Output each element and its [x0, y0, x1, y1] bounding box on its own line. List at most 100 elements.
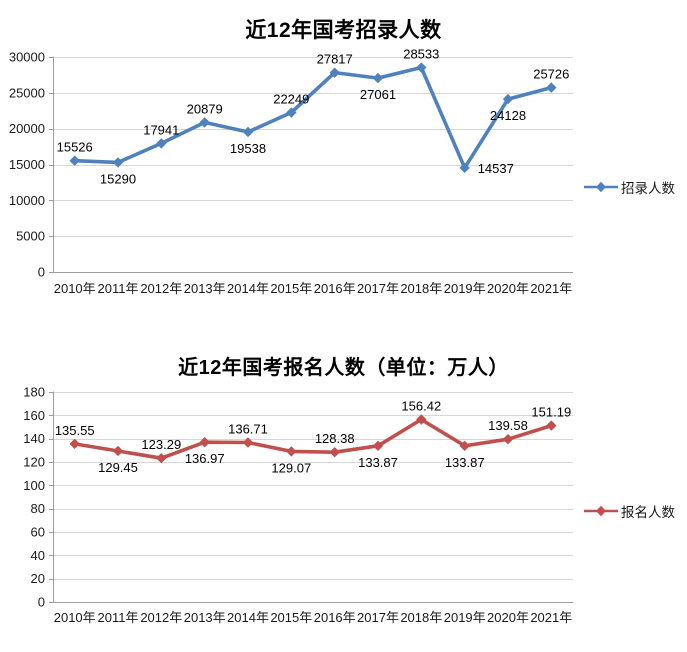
diamond-marker: [199, 117, 210, 128]
data-label: 27817: [317, 52, 353, 67]
x-category-label: 2021年: [530, 281, 572, 296]
x-category-label: 2011年: [98, 610, 139, 625]
data-label: 136.97: [185, 451, 225, 466]
data-label: 139.58: [488, 418, 528, 433]
recruitment-legend: 招录人数: [584, 177, 675, 197]
x-category-label: 2015年: [270, 281, 312, 296]
data-label: 136.71: [228, 422, 268, 437]
x-category-label: 2014年: [227, 610, 269, 625]
applicant-legend: 报名人数: [584, 501, 675, 521]
diamond-marker: [459, 440, 470, 452]
diamond-marker: [502, 433, 514, 445]
data-label: 17941: [143, 122, 179, 137]
x-category-label: 2010年: [54, 610, 96, 625]
data-label: 133.87: [445, 455, 485, 470]
data-label: 129.45: [98, 460, 138, 475]
x-category-label: 2012年: [140, 610, 182, 625]
y-tick-label: 20: [31, 571, 45, 586]
diamond-marker: [199, 437, 210, 448]
data-label: 14537: [478, 161, 514, 176]
x-axis-category-labels: 2010年 2011年 2012年 2013年 2014年 2015年 2016年 2017年…: [54, 610, 573, 625]
series-line: [72, 65, 554, 170]
diamond-marker: [286, 446, 297, 457]
diamond-marker: [502, 93, 514, 105]
y-tick-label: 30000: [9, 50, 45, 65]
data-label: 27061: [360, 87, 396, 102]
diamond-marker: [69, 155, 80, 166]
data-label: 24128: [490, 108, 526, 123]
diamond-marker: [329, 447, 340, 458]
x-axis-category-labels: 2010年 2011年 2012年 2013年 2014年 2015年 2016年 2017年…: [54, 281, 573, 296]
diamond-marker: [372, 72, 384, 84]
blue-line-diamond-legend-icon: [584, 181, 618, 193]
y-tick-label: 40: [31, 548, 45, 563]
diamond-marker: [546, 82, 557, 93]
data-label: 28533: [403, 47, 439, 62]
data-label: 19538: [230, 141, 266, 156]
y-tick-label: 10000: [9, 193, 45, 208]
diamond-marker: [329, 67, 340, 78]
data-label: 133.87: [358, 455, 398, 470]
y-tick-label: 0: [38, 265, 45, 280]
x-category-label: 2015年: [270, 610, 312, 625]
y-axis-tick-labels: 0 20 40 60 80 100 120 140 160 180: [23, 385, 45, 610]
data-label: 128.38: [315, 431, 355, 446]
data-label: 151.19: [531, 405, 571, 420]
axis-lines: [49, 391, 573, 603]
diamond-marker: [242, 126, 254, 138]
chart-applicant-numbers: 近12年国考报名人数（单位：万人） 0 20 40 60 80 100 120 140 160 1…: [0, 330, 687, 652]
y-tick-label: 100: [23, 478, 45, 493]
axis-lines: [49, 56, 573, 273]
data-label: 129.07: [271, 460, 311, 475]
data-labels: 15526 15290 17941 20879 19538 22249 27817 27061…: [57, 47, 570, 187]
data-label: 156.42: [401, 399, 441, 414]
diamond-marker: [69, 438, 80, 450]
x-category-label: 2020年: [487, 610, 529, 625]
recruitment-legend-label: 招录人数: [621, 181, 675, 196]
applicant-legend-label: 报名人数: [621, 505, 675, 520]
y-tick-label: 80: [31, 501, 45, 516]
y-tick-label: 15000: [9, 157, 45, 172]
diamond-marker: [546, 420, 557, 431]
data-label: 123.29: [141, 437, 181, 452]
y-tick-label: 60: [31, 525, 45, 540]
y-tick-label: 20000: [9, 121, 45, 136]
x-category-label: 2020年: [487, 281, 529, 296]
x-category-label: 2010年: [54, 281, 96, 296]
applicant-chart-title: 近12年国考报名人数（单位：万人）: [178, 357, 509, 379]
diamond-marker: [112, 157, 124, 168]
y-tick-label: 5000: [16, 229, 45, 244]
diamond-marker: [286, 107, 297, 118]
diamond-marker: [372, 440, 384, 452]
y-tick-label: 25000: [9, 85, 45, 100]
recruitment-chart-title: 近12年国考招录人数: [245, 19, 442, 42]
data-label: 15290: [100, 171, 136, 186]
data-label: 135.55: [55, 423, 95, 438]
x-category-label: 2013年: [184, 610, 226, 625]
diamond-marker: [156, 138, 167, 149]
data-label: 25726: [533, 67, 569, 82]
y-tick-label: 0: [38, 595, 45, 610]
y-tick-label: 160: [23, 408, 45, 423]
y-tick-label: 120: [23, 455, 45, 470]
y-tick-label: 180: [23, 385, 45, 400]
recruitment-line-plot: 0 5000 10000 15000 20000 25000 30000 2010年 2011年…: [9, 47, 573, 296]
chart-recruitment-numbers: 近12年国考招录人数 0 5000 10000 15000 20000 25000 3000…: [9, 19, 675, 296]
diamond-marker: [242, 437, 254, 448]
diamond-marker: [112, 445, 124, 457]
diamond-marker: [459, 162, 470, 174]
diamond-marker: [416, 414, 427, 425]
x-category-label: 2018年: [400, 281, 442, 296]
x-category-label: 2016年: [314, 610, 356, 625]
y-tick-label: 140: [23, 431, 45, 446]
data-point-markers: [69, 414, 557, 464]
data-label: 15526: [57, 140, 93, 155]
red-line-diamond-legend-icon: [584, 505, 618, 517]
x-category-label: 2016年: [314, 281, 356, 296]
x-category-label: 2017年: [357, 610, 399, 625]
x-category-label: 2014年: [227, 281, 269, 296]
x-category-label: 2012年: [140, 281, 182, 296]
x-category-label: 2011年: [98, 281, 139, 296]
